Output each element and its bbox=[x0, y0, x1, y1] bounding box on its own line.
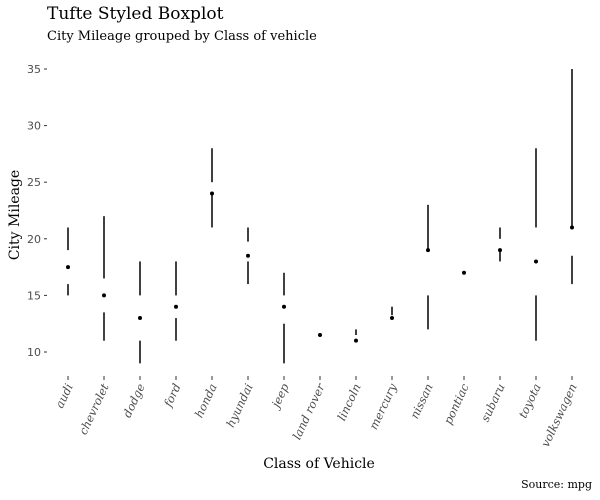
x-tick-label: volkswagen bbox=[538, 381, 580, 449]
x-tick-label: pontiac bbox=[441, 381, 472, 427]
median-point bbox=[426, 248, 430, 253]
x-tick-label: mercury bbox=[366, 381, 400, 432]
median-point bbox=[354, 338, 358, 343]
x-axis-label: Class of Vehicle bbox=[263, 456, 375, 472]
median-point bbox=[570, 225, 574, 230]
chart-subtitle: City Mileage grouped by Class of vehicle bbox=[47, 29, 317, 44]
x-tick-label: land rover bbox=[290, 380, 329, 442]
median-point bbox=[138, 316, 142, 321]
median-point bbox=[174, 304, 178, 309]
y-tick-label: 30 bbox=[27, 120, 41, 133]
x-tick-label: audi bbox=[52, 381, 76, 410]
x-tick-label: hyundai bbox=[223, 381, 256, 429]
median-point bbox=[210, 191, 214, 196]
y-tick-label: 10 bbox=[27, 346, 41, 359]
chart-caption: Source: mpg bbox=[521, 478, 592, 491]
median-point bbox=[282, 304, 286, 309]
median-point bbox=[462, 270, 466, 275]
y-tick-label: 20 bbox=[27, 233, 41, 246]
x-tick-label: ford bbox=[160, 381, 183, 410]
y-tick-label: 25 bbox=[27, 176, 41, 189]
median-point bbox=[246, 253, 250, 258]
y-tick-label: 15 bbox=[27, 289, 41, 302]
y-tick-label: 35 bbox=[27, 63, 41, 76]
x-tick-label: honda bbox=[192, 381, 220, 420]
y-axis-label: City Mileage bbox=[7, 170, 23, 260]
x-tick-label: dodge bbox=[120, 381, 148, 420]
median-point bbox=[534, 259, 538, 264]
x-tick-label: lincoln bbox=[334, 381, 363, 422]
median-point bbox=[102, 293, 106, 298]
x-tick-label: subaru bbox=[478, 381, 508, 424]
median-point bbox=[66, 265, 70, 270]
x-tick-label: chevrolet bbox=[76, 381, 112, 437]
x-tick-label: nissan bbox=[407, 381, 435, 421]
median-point bbox=[390, 316, 394, 321]
median-point bbox=[498, 248, 502, 253]
x-tick-label: jeep bbox=[267, 381, 292, 412]
median-point bbox=[318, 333, 322, 338]
chart-title: Tufte Styled Boxplot bbox=[47, 4, 224, 24]
x-tick-label: toyota bbox=[516, 381, 544, 420]
